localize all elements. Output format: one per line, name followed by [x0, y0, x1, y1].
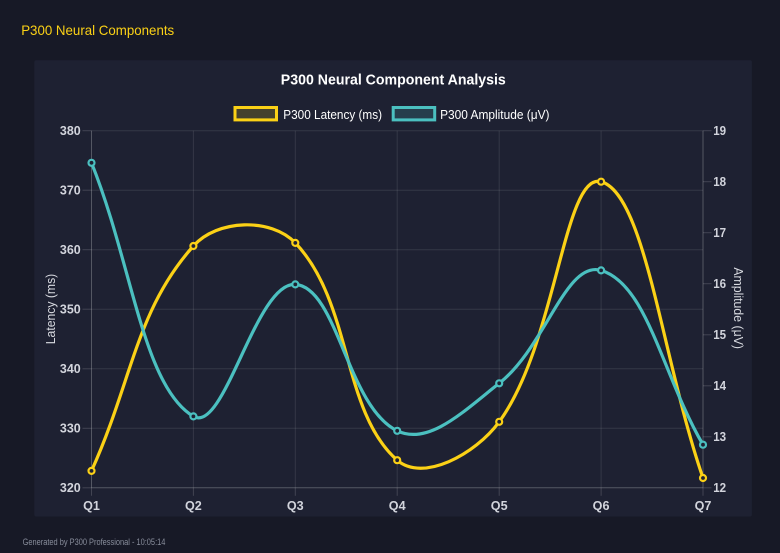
svg-text:320: 320 [60, 481, 81, 495]
svg-text:Q1: Q1 [83, 499, 100, 513]
svg-text:Q3: Q3 [287, 499, 304, 513]
svg-text:15: 15 [713, 328, 726, 342]
svg-text:Amplitude (μV): Amplitude (μV) [731, 267, 745, 349]
svg-text:P300 Neural Component Analysis: P300 Neural Component Analysis [281, 73, 506, 89]
svg-text:P300 Latency (ms): P300 Latency (ms) [283, 107, 382, 122]
svg-text:340: 340 [60, 362, 81, 376]
svg-text:Q7: Q7 [695, 499, 712, 513]
svg-text:Latency (ms): Latency (ms) [44, 274, 58, 345]
svg-text:Q2: Q2 [185, 499, 202, 513]
svg-text:350: 350 [60, 302, 81, 316]
svg-text:17: 17 [713, 226, 726, 240]
svg-text:P300 Amplitude (μV): P300 Amplitude (μV) [440, 107, 549, 122]
svg-text:Q5: Q5 [491, 499, 508, 513]
svg-text:380: 380 [60, 124, 81, 138]
svg-text:16: 16 [713, 277, 726, 291]
svg-text:370: 370 [60, 183, 81, 197]
svg-text:360: 360 [60, 243, 81, 257]
svg-text:19: 19 [713, 124, 726, 138]
svg-text:14: 14 [713, 379, 726, 393]
svg-text:13: 13 [713, 430, 726, 444]
svg-text:330: 330 [60, 421, 81, 435]
svg-text:Generated by P300 Professional: Generated by P300 Professional - 10:05:1… [23, 537, 166, 547]
svg-text:Q4: Q4 [389, 499, 406, 513]
svg-text:P300 Neural Components: P300 Neural Components [21, 22, 174, 38]
svg-text:Q6: Q6 [593, 499, 610, 513]
svg-text:12: 12 [713, 481, 726, 495]
svg-text:18: 18 [713, 175, 726, 189]
